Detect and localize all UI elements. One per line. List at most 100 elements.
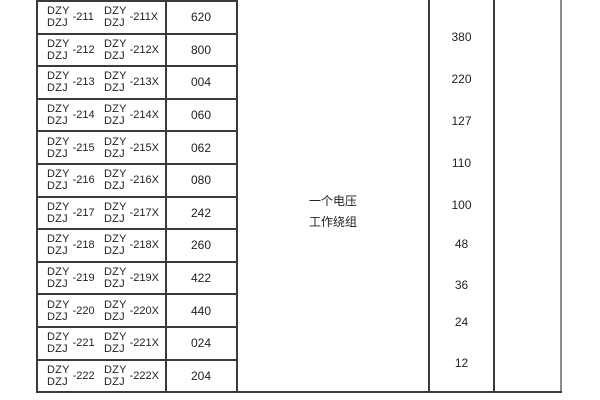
series-bottom: DZJ (47, 115, 68, 128)
model-group-x: DZY DZJ -220X (104, 299, 161, 323)
series-bottom: DZJ (47, 245, 68, 258)
series-bottom: DZJ (104, 310, 125, 323)
winding-label-line1: 一个电压 (308, 194, 357, 208)
series-stack: DZY DZJ (47, 331, 70, 355)
series-bottom: DZJ (104, 212, 125, 225)
model-suffix: -214 (72, 109, 95, 122)
series-stack: DZY DZJ (47, 266, 70, 290)
model-group: DZY DZJ -212 (47, 38, 104, 62)
series-bottom: DZJ (104, 343, 125, 356)
model-suffix-x: -214X (129, 109, 159, 122)
table-row: DZY DZJ -214 DZY DZJ -214X 060 (38, 100, 236, 133)
series-top: DZY (47, 331, 70, 344)
model-suffix-x: -220X (129, 304, 159, 317)
series-bottom: DZJ (104, 375, 125, 388)
series-bottom: DZJ (47, 82, 68, 95)
model-suffix-x: -218X (129, 239, 159, 252)
model-suffix-x: -219X (129, 272, 159, 285)
model-suffix: -220 (72, 304, 95, 317)
code-cell: 260 (190, 238, 212, 253)
series-stack: DZY DZJ (104, 266, 127, 290)
series-top: DZY (47, 70, 70, 83)
table-border-code-winding (236, 0, 238, 393)
series-stack: DZY DZJ (104, 331, 127, 355)
series-stack: DZY DZJ (104, 168, 127, 192)
code-cell: 422 (190, 271, 212, 286)
series-top: DZY (104, 200, 127, 213)
voltage-value: 220 (451, 72, 472, 86)
table-border-winding-voltage (428, 0, 430, 393)
code-cell: 440 (190, 303, 212, 318)
series-bottom: DZJ (47, 310, 68, 323)
series-stack: DZY DZJ (47, 5, 70, 29)
series-stack: DZY DZJ (47, 38, 70, 62)
model-suffix-x: -222X (129, 369, 159, 382)
model-suffix: -218 (72, 239, 95, 252)
model-suffix-x: -211X (129, 11, 159, 24)
model-group-x: DZY DZJ -221X (104, 331, 161, 355)
code-cell: 800 (190, 42, 212, 57)
table-border-left (36, 0, 38, 393)
model-suffix: -213 (72, 76, 95, 89)
series-bottom: DZJ (104, 147, 125, 160)
model-cell: DZY DZJ -212 DZY DZJ -212X (38, 35, 166, 66)
series-top: DZY (47, 103, 70, 116)
model-suffix-x: -216X (129, 174, 159, 187)
model-suffix-x: -212X (129, 43, 159, 56)
series-top: DZY (47, 363, 70, 376)
code-cell: 024 (190, 336, 212, 351)
series-stack: DZY DZJ (47, 70, 70, 94)
model-group: DZY DZJ -213 (47, 70, 104, 94)
series-stack: DZY DZJ (104, 364, 127, 388)
series-top: DZY (47, 5, 70, 18)
series-top: DZY (104, 168, 127, 181)
table-row: DZY DZJ -222 DZY DZJ -222X 204 (38, 361, 236, 394)
series-top: DZY (104, 37, 127, 50)
model-cell: DZY DZJ -216 DZY DZJ -216X (38, 165, 166, 196)
series-stack: DZY DZJ (47, 168, 70, 192)
model-suffix: -222 (72, 369, 95, 382)
series-stack: DZY DZJ (104, 5, 127, 29)
voltage-value: 127 (451, 114, 472, 128)
series-stack: DZY DZJ (47, 136, 70, 160)
model-suffix-x: -221X (129, 337, 159, 350)
table-row: DZY DZJ -213 DZY DZJ -213X 004 (38, 67, 236, 100)
model-suffix: -215 (72, 141, 95, 154)
table-row: DZY DZJ -220 DZY DZJ -220X 440 (38, 295, 236, 328)
model-group-x: DZY DZJ -219X (104, 266, 161, 290)
voltage-value: 12 (454, 356, 469, 370)
model-cell: DZY DZJ -211 DZY DZJ -211X (38, 2, 166, 33)
table-row: DZY DZJ -221 DZY DZJ -221X 024 (38, 328, 236, 361)
model-group-x: DZY DZJ -215X (104, 136, 161, 160)
series-top: DZY (104, 266, 127, 279)
series-top: DZY (47, 168, 70, 181)
table-border-right (560, 0, 562, 393)
series-bottom: DZJ (104, 278, 125, 291)
table-row: DZY DZJ -218 DZY DZJ -218X 260 (38, 230, 236, 263)
model-group: DZY DZJ -217 (47, 201, 104, 225)
model-cell: DZY DZJ -220 DZY DZJ -220X (38, 295, 166, 326)
series-top: DZY (104, 135, 127, 148)
voltage-value: 110 (451, 156, 472, 170)
series-bottom: DZJ (47, 147, 68, 160)
series-bottom: DZJ (104, 17, 125, 30)
table-row: DZY DZJ -215 DZY DZJ -215X 062 (38, 132, 236, 165)
model-group: DZY DZJ -218 (47, 233, 104, 257)
model-suffix-x: -213X (129, 76, 159, 89)
series-top: DZY (104, 5, 127, 18)
model-group: DZY DZJ -211 (47, 5, 104, 29)
model-cell: DZY DZJ -215 DZY DZJ -215X (38, 132, 166, 163)
series-stack: DZY DZJ (47, 364, 70, 388)
voltage-value: 24 (454, 315, 469, 329)
table-bottom-line (36, 391, 562, 393)
model-suffix: -217 (72, 206, 95, 219)
series-top: DZY (47, 37, 70, 50)
series-top: DZY (104, 363, 127, 376)
series-top: DZY (47, 233, 70, 246)
empty-column (495, 0, 560, 391)
model-group-x: DZY DZJ -218X (104, 233, 161, 257)
code-cell: 242 (190, 205, 212, 220)
series-bottom: DZJ (47, 375, 68, 388)
series-top: DZY (104, 331, 127, 344)
